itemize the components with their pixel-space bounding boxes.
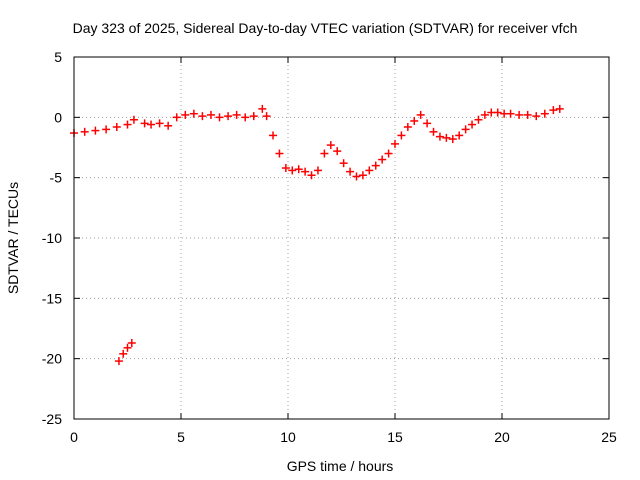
x-axis: 0 5 10 15 20 25 bbox=[70, 57, 617, 445]
data-point bbox=[339, 159, 348, 168]
data-point bbox=[448, 135, 457, 144]
data-point bbox=[397, 131, 406, 140]
data-point bbox=[241, 113, 250, 122]
data-point bbox=[258, 104, 267, 113]
x-tick-label: 0 bbox=[70, 429, 78, 445]
y-axis-label: SDTVAR / TECUs bbox=[5, 182, 21, 294]
y-tick-label: 5 bbox=[54, 49, 62, 65]
data-point bbox=[410, 116, 419, 125]
data-point bbox=[114, 357, 123, 366]
data-point bbox=[294, 165, 303, 174]
data-point bbox=[123, 120, 132, 129]
x-tick-label: 20 bbox=[494, 429, 510, 445]
chart-title: Day 323 of 2025, Sidereal Day-to-day VTE… bbox=[73, 20, 578, 36]
data-point bbox=[532, 112, 541, 121]
data-point bbox=[320, 149, 329, 158]
data-point bbox=[206, 110, 215, 119]
data-point bbox=[313, 166, 322, 175]
data-point bbox=[198, 112, 207, 121]
data-point bbox=[378, 155, 387, 164]
data-point bbox=[147, 120, 156, 129]
data-point bbox=[172, 113, 181, 122]
data-point bbox=[129, 115, 138, 124]
data-point bbox=[102, 125, 111, 134]
x-axis-label: GPS time / hours bbox=[287, 458, 394, 474]
data-point bbox=[326, 141, 335, 150]
data-point bbox=[480, 110, 489, 119]
data-point bbox=[91, 126, 100, 135]
data-point bbox=[301, 167, 310, 176]
data-point bbox=[391, 139, 399, 148]
data-point bbox=[371, 161, 380, 170]
grid-lines bbox=[74, 57, 609, 419]
data-point bbox=[224, 112, 233, 121]
data-point bbox=[468, 120, 477, 129]
y-axis: 5 0 -5 -10 -15 -20 -25 bbox=[42, 49, 609, 427]
y-tick-label: -5 bbox=[50, 170, 63, 186]
data-point bbox=[307, 171, 316, 180]
data-point bbox=[384, 149, 393, 158]
data-point bbox=[80, 127, 89, 136]
x-tick-label: 5 bbox=[177, 429, 185, 445]
data-point bbox=[269, 131, 278, 140]
data-series bbox=[70, 104, 564, 366]
y-tick-label: 0 bbox=[54, 109, 62, 125]
data-point bbox=[352, 172, 361, 181]
data-point bbox=[549, 106, 558, 115]
data-point bbox=[215, 113, 224, 122]
data-point bbox=[249, 112, 258, 121]
data-point bbox=[232, 110, 241, 119]
data-point bbox=[461, 125, 470, 134]
data-point bbox=[155, 119, 164, 128]
y-tick-label: -10 bbox=[42, 230, 62, 246]
data-point bbox=[416, 110, 425, 119]
data-point bbox=[127, 338, 136, 347]
data-point bbox=[346, 167, 355, 176]
data-point bbox=[442, 133, 451, 142]
data-point bbox=[403, 122, 412, 131]
data-point bbox=[189, 109, 198, 118]
data-point bbox=[540, 109, 549, 118]
data-point bbox=[358, 171, 367, 180]
x-tick-label: 15 bbox=[387, 429, 403, 445]
data-point bbox=[119, 349, 128, 358]
data-point bbox=[523, 110, 532, 119]
data-point bbox=[365, 166, 374, 175]
data-point bbox=[181, 110, 190, 119]
data-point bbox=[164, 121, 173, 130]
data-point bbox=[555, 104, 564, 113]
data-point bbox=[455, 131, 464, 140]
data-point bbox=[429, 127, 438, 136]
data-point bbox=[140, 119, 149, 128]
data-point bbox=[281, 164, 290, 173]
y-tick-label: -20 bbox=[42, 351, 62, 367]
data-point bbox=[262, 112, 271, 121]
data-point bbox=[333, 147, 342, 156]
data-point bbox=[515, 110, 524, 119]
data-point bbox=[506, 109, 515, 118]
data-point bbox=[474, 115, 483, 124]
data-point bbox=[275, 149, 284, 158]
data-point bbox=[435, 132, 444, 141]
data-point bbox=[112, 122, 121, 131]
x-tick-label: 10 bbox=[280, 429, 296, 445]
data-point bbox=[123, 343, 132, 352]
data-point bbox=[423, 119, 432, 128]
y-tick-label: -25 bbox=[42, 411, 62, 427]
x-tick-label: 25 bbox=[601, 429, 617, 445]
data-point bbox=[288, 166, 297, 175]
data-point bbox=[493, 108, 502, 117]
y-tick-label: -15 bbox=[42, 290, 62, 306]
